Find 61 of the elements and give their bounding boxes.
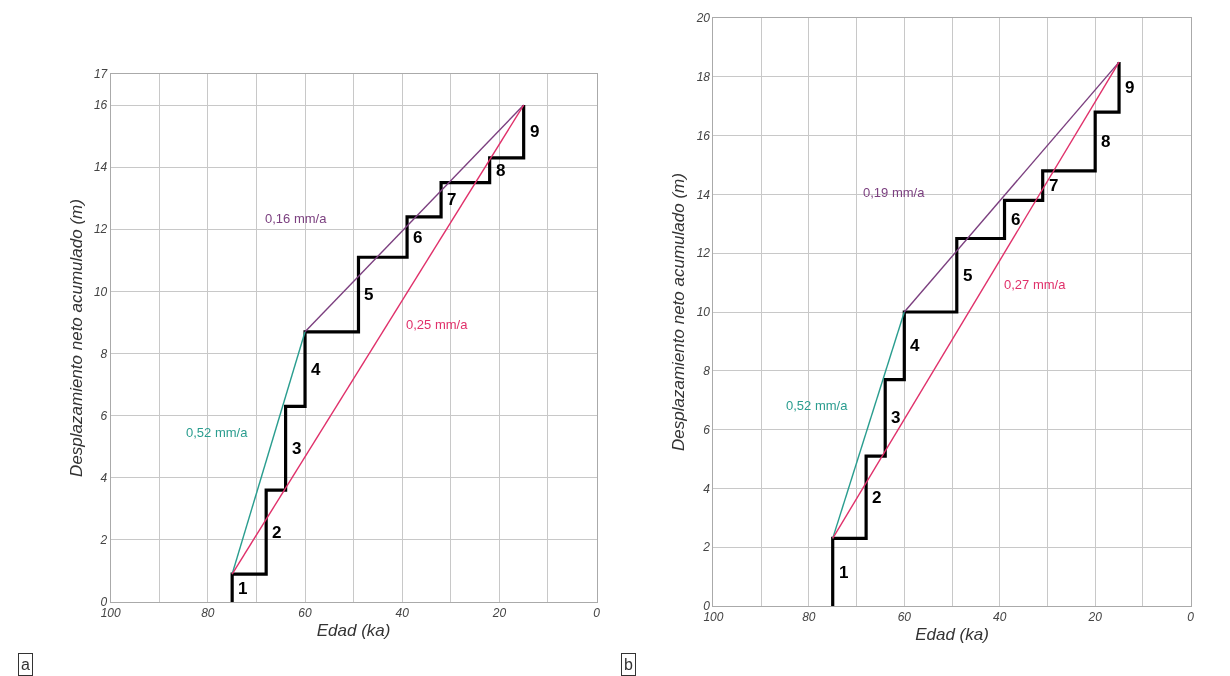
y-tick-label: 14 — [93, 160, 108, 175]
annotation: 7 — [1049, 176, 1059, 195]
annotation: 2 — [272, 523, 282, 542]
x-tick-label: 60 — [897, 610, 912, 625]
x-tick-label: 100 — [703, 610, 724, 625]
x-tick-label: 20 — [1087, 610, 1103, 625]
annotation: 0,25 mm/a — [406, 317, 469, 332]
y-tick-label: 20 — [695, 11, 711, 26]
annotation: 5 — [963, 266, 973, 285]
annotation: 1 — [238, 579, 248, 598]
annotation: 3 — [292, 439, 302, 458]
annotation: 1 — [839, 563, 849, 582]
text: a — [21, 656, 30, 673]
x-axis-title: Edad (ka) — [316, 620, 391, 640]
y-tick-label: 8 — [703, 364, 711, 378]
annotation: 6 — [1011, 210, 1021, 229]
annotation: 9 — [530, 122, 540, 141]
x-tick-label: 40 — [395, 606, 410, 621]
y-axis-title: Desplazamiento neto acumulado (m) — [67, 199, 87, 477]
annotation: 8 — [1101, 132, 1111, 151]
annotation: 3 — [891, 408, 901, 427]
y-tick-label: 10 — [696, 305, 711, 320]
annotation: 4 — [311, 360, 321, 379]
x-tick-label: 0 — [593, 606, 601, 621]
y-axis-title: Desplazamiento neto acumulado (m) — [669, 173, 689, 451]
x-tick-label: 60 — [298, 606, 313, 621]
y-tick-label: 2 — [702, 540, 711, 555]
y-tick-label: 14 — [696, 187, 711, 202]
y-tick-label: 12 — [93, 222, 108, 237]
y-tick-label: 2 — [99, 533, 108, 548]
x-axis-title: Edad (ka) — [915, 624, 989, 644]
y-tick-label: 18 — [696, 70, 711, 84]
x-tick-label: 20 — [491, 606, 507, 621]
y-tick-label: 12 — [696, 246, 711, 261]
annotation: 4 — [910, 336, 920, 355]
x-tick-label: 100 — [100, 606, 122, 621]
y-tick-label: 6 — [703, 422, 711, 437]
y-tick-label: 4 — [703, 481, 711, 496]
y-tick-label: 8 — [100, 346, 108, 361]
y-tick-label: 17 — [93, 67, 109, 82]
y-tick-label: 16 — [696, 128, 711, 143]
annotation: 0,52 mm/a — [786, 398, 849, 413]
annotation: 9 — [1125, 78, 1135, 97]
annotation: 2 — [872, 488, 882, 507]
x-tick-label: 0 — [1187, 610, 1195, 625]
y-tick-label: 6 — [100, 408, 108, 423]
annotation: 0,16 mm/a — [265, 211, 328, 226]
x-tick-label: 40 — [993, 610, 1007, 625]
annotation: 6 — [413, 228, 423, 247]
annotation: 8 — [496, 161, 506, 180]
annotation: 7 — [447, 190, 457, 209]
x-tick-label: 80 — [201, 606, 215, 621]
annotation: 5 — [364, 285, 374, 304]
annotation: 0,27 mm/a — [1004, 277, 1067, 292]
x-tick-label: 80 — [802, 610, 816, 625]
text: b — [624, 656, 633, 673]
y-tick-label: 10 — [93, 284, 108, 299]
annotation: 0,52 mm/a — [186, 425, 249, 440]
annotation: 0,19 mm/a — [863, 185, 926, 200]
y-tick-label: 4 — [100, 470, 108, 485]
y-tick-label: 16 — [93, 98, 108, 113]
